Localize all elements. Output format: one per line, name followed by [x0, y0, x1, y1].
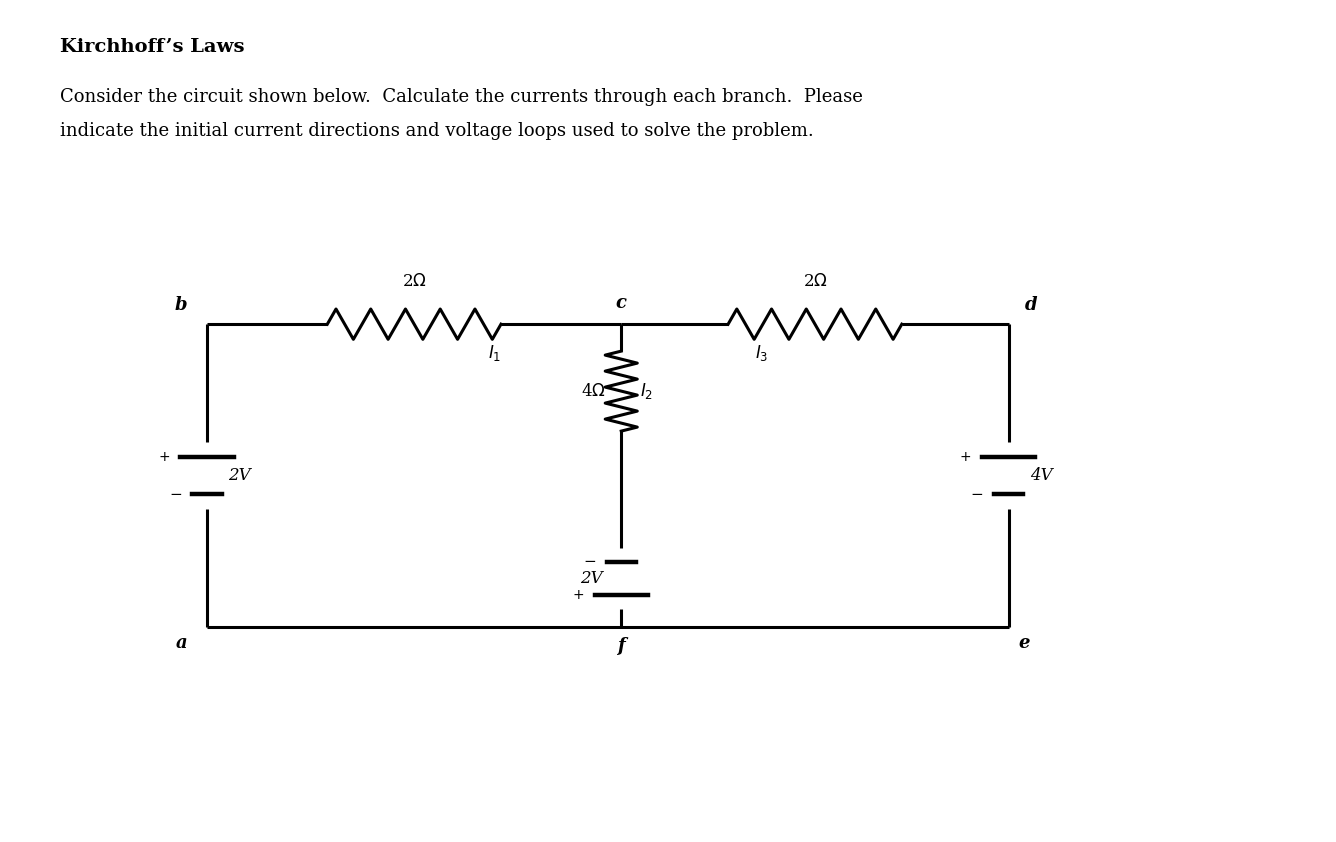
- Text: −: −: [582, 554, 596, 569]
- Text: Kirchhoff’s Laws: Kirchhoff’s Laws: [60, 38, 244, 56]
- Text: $I_2$: $I_2$: [640, 381, 653, 401]
- Text: indicate the initial current directions and voltage loops used to solve the prob: indicate the initial current directions …: [60, 122, 814, 140]
- Text: d: d: [1025, 296, 1037, 314]
- Text: 2$\Omega$: 2$\Omega$: [402, 274, 426, 290]
- Text: e: e: [1018, 633, 1030, 652]
- Text: +: +: [158, 450, 170, 464]
- Text: Consider the circuit shown below.  Calculate the currents through each branch.  : Consider the circuit shown below. Calcul…: [60, 88, 863, 106]
- Text: c: c: [616, 294, 627, 312]
- Text: 4V: 4V: [1030, 467, 1053, 484]
- Text: a: a: [175, 633, 187, 652]
- Text: 2V: 2V: [580, 570, 603, 587]
- Text: b: b: [175, 296, 187, 314]
- Text: 2$\Omega$: 2$\Omega$: [803, 274, 827, 290]
- Text: 2V: 2V: [228, 467, 251, 484]
- Text: −: −: [168, 487, 182, 502]
- Text: $I_1$: $I_1$: [488, 343, 501, 363]
- Text: +: +: [572, 589, 584, 602]
- Text: +: +: [959, 450, 971, 464]
- Text: f: f: [617, 637, 625, 655]
- Text: 4$\Omega$: 4$\Omega$: [581, 382, 605, 400]
- Text: $I_3$: $I_3$: [755, 343, 768, 363]
- Text: −: −: [970, 487, 983, 502]
